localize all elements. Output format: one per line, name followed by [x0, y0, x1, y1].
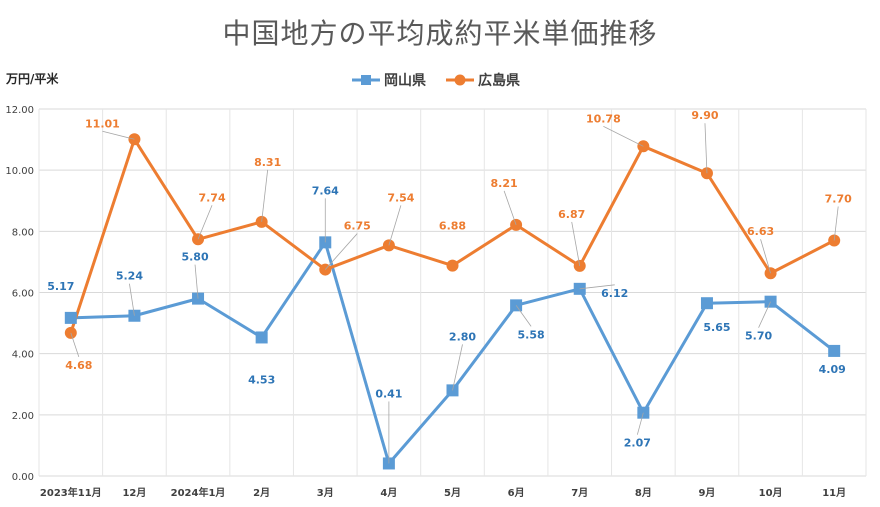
data-label-okayama: 4.53 — [248, 373, 275, 386]
data-label-hiroshima: 7.54 — [387, 191, 414, 204]
data-label-okayama: 4.09 — [819, 363, 846, 376]
data-label-okayama: 5.70 — [745, 330, 772, 343]
x-tick-label: 6月 — [508, 487, 525, 499]
leader-line-hiroshima — [102, 130, 135, 140]
leader-line-hiroshima — [704, 123, 708, 174]
leader-line-hiroshima — [760, 239, 771, 274]
y-tick-label: 10.00 — [5, 166, 34, 177]
data-label-hiroshima: 6.75 — [344, 220, 371, 233]
x-tick-label: 12月 — [122, 487, 146, 499]
leader-line-okayama — [129, 283, 135, 316]
legend: 岡山県 広島県 — [352, 70, 540, 90]
y-tick-label: 12.00 — [5, 105, 34, 116]
leader-line-hiroshima — [503, 190, 517, 226]
data-label-hiroshima: 4.68 — [65, 359, 92, 372]
y-tick-label: 2.00 — [12, 411, 34, 422]
data-label-okayama: 5.17 — [47, 280, 74, 293]
data-label-okayama: 5.24 — [116, 270, 143, 283]
data-label-okayama: 2.07 — [624, 437, 651, 450]
x-tick-label: 7月 — [571, 487, 588, 499]
y-axis-unit-label: 万円/平米 — [6, 72, 59, 86]
data-label-hiroshima: 10.78 — [586, 112, 621, 125]
data-label-okayama: 2.80 — [449, 330, 476, 343]
leader-line-okayama — [452, 344, 463, 391]
data-label-hiroshima: 6.87 — [558, 208, 585, 221]
data-label-hiroshima: 7.70 — [825, 193, 852, 206]
x-tick-label: 10月 — [759, 487, 783, 499]
data-label-okayama: 0.41 — [375, 387, 402, 400]
leader-line-hiroshima — [70, 332, 80, 357]
legend-swatch-hiroshima — [446, 74, 474, 86]
leader-line-okayama — [515, 305, 532, 327]
data-point-okayama — [828, 344, 841, 357]
data-label-hiroshima: 11.01 — [85, 117, 120, 130]
x-tick-label: 2月 — [253, 487, 270, 499]
leader-line-hiroshima — [197, 205, 213, 240]
legend-swatch-okayama — [352, 75, 380, 85]
y-tick-label: 4.00 — [12, 350, 34, 361]
x-tick-label: 4月 — [380, 487, 397, 499]
leader-line-okayama — [636, 412, 644, 435]
data-label-hiroshima: 8.21 — [491, 177, 518, 190]
y-tick-label: 0.00 — [12, 472, 34, 483]
leader-line-hiroshima — [833, 206, 839, 241]
data-label-hiroshima: 6.63 — [747, 225, 774, 238]
data-label-hiroshima: 7.74 — [198, 191, 225, 204]
x-tick-label: 8月 — [635, 487, 652, 499]
leader-line-okayama — [579, 284, 615, 290]
x-tick-label: 11月 — [822, 487, 846, 499]
data-label-okayama: 5.80 — [181, 251, 208, 264]
leader-line-hiroshima — [388, 205, 402, 246]
data-label-okayama: 7.64 — [312, 184, 339, 197]
x-tick-label: 3月 — [317, 487, 334, 499]
data-point-okayama — [255, 331, 268, 344]
x-tick-label: 9月 — [698, 487, 715, 499]
data-point-okayama — [700, 297, 713, 310]
y-tick-label: 6.00 — [12, 289, 34, 300]
y-tick-label: 8.00 — [12, 227, 34, 238]
data-label-hiroshima: 6.88 — [439, 220, 466, 233]
leader-line-hiroshima — [571, 221, 581, 266]
data-label-hiroshima: 9.90 — [691, 109, 718, 122]
leader-line-okayama — [194, 264, 199, 299]
legend-label-okayama: 岡山県 — [384, 73, 426, 89]
legend-item-hiroshima: 広島県 — [446, 70, 520, 90]
legend-item-okayama: 岡山県 — [352, 70, 426, 90]
data-point-hiroshima — [446, 259, 459, 272]
leader-line-hiroshima — [261, 169, 269, 222]
x-tick-label: 5月 — [444, 487, 461, 499]
chart-title: 中国地方の平均成約平米単価推移 — [222, 17, 658, 50]
data-label-okayama: 6.12 — [601, 287, 628, 300]
data-point-okayama — [64, 311, 77, 324]
x-tick-label: 2023年11月 — [40, 486, 102, 499]
legend-label-hiroshima: 広島県 — [478, 73, 520, 89]
data-label-okayama: 5.65 — [703, 321, 730, 334]
leader-line-okayama — [758, 301, 771, 328]
data-label-okayama: 5.58 — [518, 328, 545, 341]
leader-line-hiroshima — [603, 125, 644, 147]
x-tick-label: 2024年1月 — [171, 486, 226, 499]
data-label-hiroshima: 8.31 — [254, 156, 281, 169]
leader-line-hiroshima — [324, 233, 358, 270]
series-line-okayama — [70, 240, 836, 465]
